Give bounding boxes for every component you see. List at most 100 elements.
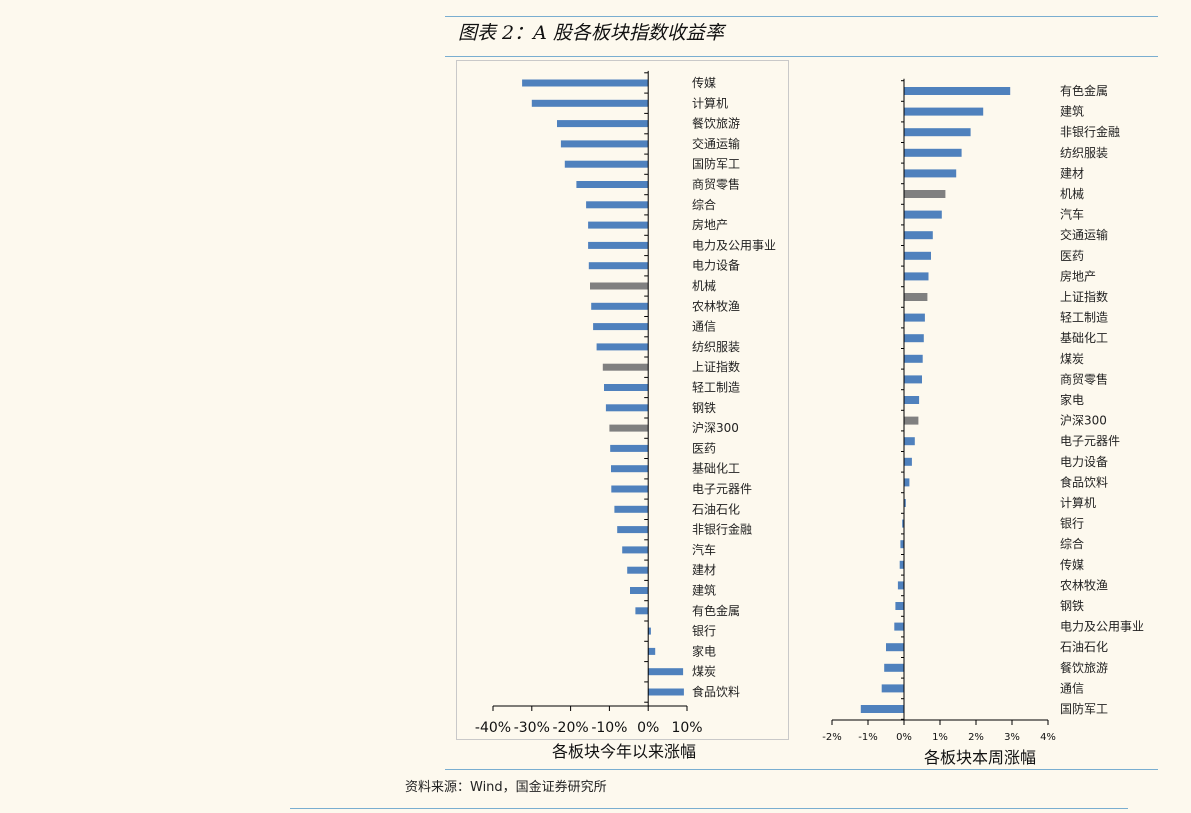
left-bar bbox=[627, 566, 649, 574]
left-category-label: 石油石化 bbox=[692, 502, 740, 516]
left-category-label: 医药 bbox=[692, 441, 716, 455]
right-axis-title: 各板块本周涨幅 bbox=[924, 748, 1036, 767]
right-bar bbox=[904, 437, 915, 446]
left-axis-title: 各板块今年以来涨幅 bbox=[552, 742, 696, 761]
right-category-label: 农林牧渔 bbox=[1060, 578, 1108, 592]
right-bar bbox=[904, 272, 929, 281]
right-category-label: 纺织服装 bbox=[1060, 146, 1108, 160]
right-bar bbox=[894, 622, 904, 631]
left-bar bbox=[611, 465, 649, 473]
left-bar bbox=[591, 302, 649, 310]
source-note: 资料来源：Wind，国金证券研究所 bbox=[405, 780, 607, 795]
right-category-label: 电力设备 bbox=[1060, 455, 1108, 469]
right-bar bbox=[904, 148, 962, 157]
right-category-label: 煤炭 bbox=[1060, 352, 1084, 366]
left-bar bbox=[576, 181, 649, 188]
left-bar bbox=[564, 160, 649, 168]
left-bar bbox=[590, 282, 649, 290]
right-bar bbox=[904, 313, 925, 322]
left-category-label: 煤炭 bbox=[692, 665, 716, 679]
right-category-label: 基础化工 bbox=[1060, 331, 1108, 345]
left-bar bbox=[604, 384, 649, 391]
left-category-label: 家电 bbox=[692, 643, 716, 658]
left-category-label: 建材 bbox=[692, 563, 716, 577]
right-category-label: 电子元器件 bbox=[1060, 434, 1120, 448]
left-category-label: 通信 bbox=[692, 320, 716, 334]
right-bar bbox=[904, 231, 933, 240]
left-category-label: 机械 bbox=[692, 278, 716, 293]
right-bar bbox=[902, 519, 904, 528]
right-chart: 有色金属建筑非银行金融纺织服装建材机械汽车交通运输医药房地产上证指数轻工制造基础… bbox=[822, 78, 1144, 767]
left-category-label: 电力及公用事业 bbox=[692, 238, 776, 252]
right-category-label: 建材 bbox=[1060, 166, 1084, 180]
left-bar bbox=[648, 668, 684, 676]
left-bar bbox=[605, 404, 649, 412]
right-category-label: 餐饮旅游 bbox=[1060, 660, 1108, 675]
title-rule bbox=[445, 56, 1158, 57]
left-bar bbox=[557, 120, 649, 128]
right-bar bbox=[900, 540, 904, 549]
right-bar bbox=[904, 190, 946, 198]
right-category-label: 通信 bbox=[1060, 681, 1084, 695]
right-bar bbox=[881, 684, 904, 693]
left-category-label: 计算机 bbox=[692, 95, 728, 110]
left-bar bbox=[617, 526, 649, 534]
right-bar bbox=[904, 87, 1011, 95]
left-bar bbox=[648, 627, 651, 635]
left-bar bbox=[586, 201, 649, 209]
right-value-tick-label: 2% bbox=[968, 732, 984, 743]
right-category-label: 轻工制造 bbox=[1060, 311, 1108, 325]
left-value-tick-label: -20% bbox=[553, 720, 589, 736]
left-value-tick-label: -10% bbox=[591, 720, 627, 736]
right-bar bbox=[904, 210, 942, 219]
left-bar bbox=[588, 262, 649, 270]
left-category-label: 电子元器件 bbox=[692, 482, 752, 496]
right-value-tick-label: -1% bbox=[858, 732, 877, 743]
left-category-label: 有色金属 bbox=[692, 603, 740, 618]
left-bar bbox=[522, 79, 649, 87]
right-bar bbox=[895, 602, 904, 610]
right-category-label: 房地产 bbox=[1060, 268, 1096, 283]
left-category-label: 电力设备 bbox=[692, 259, 740, 273]
right-category-label: 机械 bbox=[1060, 186, 1084, 201]
right-bar bbox=[904, 478, 910, 487]
left-category-label: 轻工制造 bbox=[692, 381, 740, 395]
left-value-tick-label: 0% bbox=[637, 720, 659, 736]
right-category-label: 建筑 bbox=[1060, 104, 1084, 119]
left-value-tick-label: -40% bbox=[475, 720, 511, 736]
right-category-label: 沪深300 bbox=[1060, 414, 1107, 428]
right-category-label: 家电 bbox=[1060, 392, 1084, 407]
left-bar bbox=[648, 647, 656, 655]
left-bar bbox=[596, 343, 649, 351]
left-bar bbox=[614, 505, 649, 513]
left-category-label: 传媒 bbox=[692, 75, 716, 90]
left-bar bbox=[531, 99, 649, 107]
left-bar bbox=[602, 363, 649, 371]
right-bar bbox=[904, 354, 923, 363]
right-category-label: 医药 bbox=[1060, 249, 1084, 263]
right-category-label: 传媒 bbox=[1060, 557, 1084, 572]
right-category-label: 综合 bbox=[1060, 536, 1084, 551]
bottom-rule bbox=[445, 769, 1158, 770]
left-category-label: 商贸零售 bbox=[692, 177, 740, 192]
left-category-label: 纺织服装 bbox=[692, 340, 740, 354]
left-category-label: 交通运输 bbox=[692, 136, 740, 151]
left-category-label: 综合 bbox=[692, 197, 716, 212]
left-category-label: 建筑 bbox=[692, 583, 716, 598]
left-bar bbox=[635, 607, 649, 615]
left-bar bbox=[593, 323, 649, 331]
left-bar bbox=[588, 241, 649, 249]
right-bar bbox=[899, 560, 904, 569]
right-bar bbox=[904, 251, 931, 260]
left-category-label: 餐饮旅游 bbox=[692, 116, 740, 131]
right-bar bbox=[860, 705, 904, 713]
left-bar bbox=[630, 587, 649, 594]
right-category-label: 石油石化 bbox=[1060, 640, 1108, 654]
left-bar bbox=[560, 140, 649, 148]
right-value-tick-label: 4% bbox=[1040, 732, 1056, 743]
left-category-label: 非银行金融 bbox=[692, 522, 752, 537]
left-category-label: 基础化工 bbox=[692, 462, 740, 476]
right-value-tick-label: -2% bbox=[822, 732, 841, 743]
left-category-label: 食品饮料 bbox=[692, 684, 740, 699]
